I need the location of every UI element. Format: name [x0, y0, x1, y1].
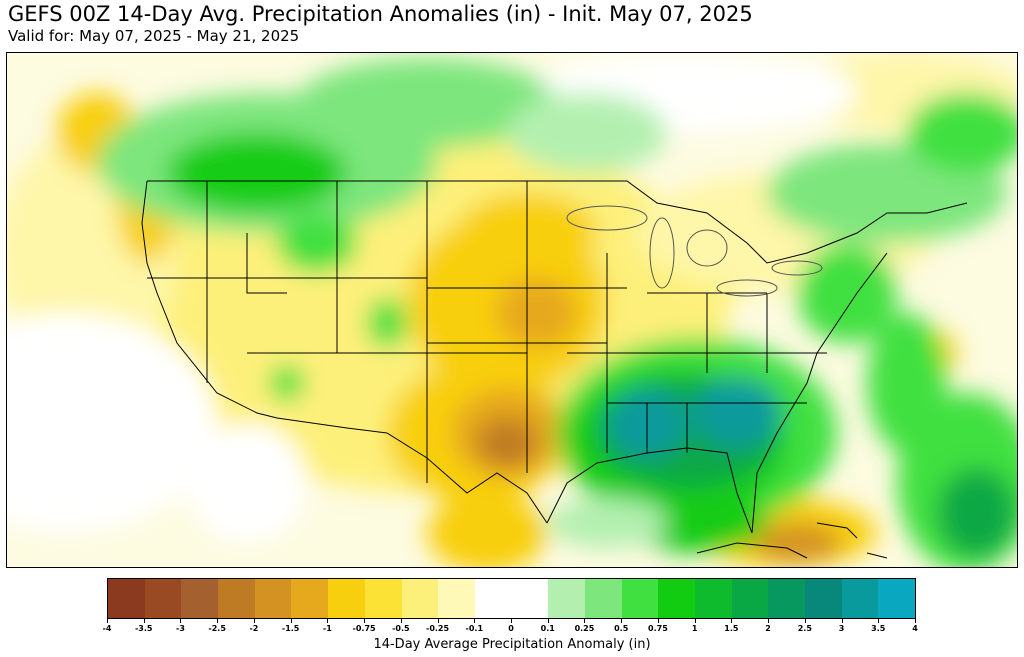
colorbar-tick-label: 0: [508, 624, 514, 633]
colorbar-tick-label: -2: [249, 624, 259, 633]
caribbean-islands: [696, 522, 888, 559]
colorbar-cell: [218, 579, 255, 618]
boundaries: [141, 180, 968, 534]
colorbar-tick: [878, 619, 880, 623]
colorbar-tick: [621, 619, 623, 623]
colorbar-tick: [768, 619, 770, 623]
colorbar-tick-label: 0.75: [648, 624, 668, 633]
colorbar-cell: [841, 579, 879, 618]
colorbar-tick: [143, 619, 145, 623]
colorbar-tick: [841, 619, 843, 623]
colorbar-cell: [695, 579, 732, 618]
colorbar-cell: [181, 579, 219, 618]
colorbar: [107, 578, 916, 619]
colorbar-cell: [291, 579, 329, 618]
colorbar-label: 14-Day Average Precipitation Anomaly (in…: [373, 637, 651, 652]
colorbar-tick: [584, 619, 586, 623]
colorbar-tick: [731, 619, 733, 623]
colorbar-tick: [694, 619, 696, 623]
anomaly-field: [7, 53, 1017, 567]
colorbar-tick: [400, 619, 402, 623]
colorbar-tick-label: -0.1: [465, 624, 484, 633]
colorbar-tick: [474, 619, 476, 623]
colorbar-tick: [327, 619, 329, 623]
great-lakes: [566, 205, 823, 297]
colorbar-tick-label: 2: [765, 624, 771, 633]
colorbar-cell: [328, 579, 365, 618]
colorbar-cell: [364, 579, 402, 618]
colorbar-tick-label: 0.25: [574, 624, 595, 633]
colorbar-cell: [511, 579, 549, 618]
colorbar-tick-label: -3.5: [134, 624, 153, 633]
colorbar-tick-label: 0.1: [540, 624, 555, 633]
colorbar-cell: [584, 579, 622, 618]
colorbar-tick: [657, 619, 659, 623]
colorbar-tick: [804, 619, 806, 623]
colorbar-tick-label: 0.5: [614, 624, 629, 633]
colorbar-cell: [878, 579, 916, 618]
colorbar-tick-label: 3: [838, 624, 845, 633]
colorbar-tick: [253, 619, 255, 623]
colorbar-tick-label: 4: [912, 624, 918, 633]
colorbar-ticks: -4 -3.5 -3 -2.5 -2 -1.5 -1 -0.75 -0.5 -0.25 -0.1 0 0…: [103, 619, 918, 639]
colorbar-tick-label: -0.75: [352, 624, 376, 633]
colorbar-tick: [180, 619, 182, 623]
colorbar-cell: [621, 579, 659, 618]
colorbar-cell: [254, 579, 292, 618]
map-canvas: [7, 53, 1017, 567]
anomaly-map: [6, 52, 1018, 568]
colorbar-tick-label: 3.5: [871, 624, 886, 633]
colorbar-tick-label: -1: [322, 624, 332, 633]
colorbar-cell: [731, 579, 769, 618]
colorbar-cell: [401, 579, 439, 618]
colorbar-tick-label: 1: [691, 624, 698, 633]
colorbar-tick: [217, 619, 219, 623]
colorbar-tick-label: -0.5: [392, 624, 410, 633]
colorbar-cell: [474, 579, 512, 618]
colorbar-tick-label: 2.5: [797, 624, 812, 633]
colorbar-tick-label: -0.25: [426, 624, 450, 633]
valid-period: Valid for: May 07, 2025 - May 21, 2025: [8, 27, 300, 45]
colorbar-tick: [107, 619, 108, 623]
colorbar-tick: [290, 619, 292, 623]
colorbar-cell: [658, 579, 695, 618]
colorbar-tick: [547, 619, 549, 623]
colorbar-tick: [437, 619, 439, 623]
colorbar-cell: [108, 579, 145, 618]
colorbar-cell: [768, 579, 806, 618]
colorbar-tick-label: -1.5: [281, 624, 300, 633]
colorbar-tick: [511, 619, 512, 623]
colorbar-tick: [364, 619, 366, 623]
colorbar-cell: [548, 579, 585, 618]
colorbar-tick: [915, 619, 916, 623]
colorbar-cell: [144, 579, 182, 618]
colorbar-cell: [805, 579, 842, 618]
colorbar-tick-label: -2.5: [208, 624, 226, 633]
colorbar-tick-label: -3: [176, 624, 185, 633]
colorbar-tick-label: 1.5: [724, 624, 739, 633]
colorbar-tick-label: -4: [102, 624, 112, 633]
chart-title: GEFS 00Z 14-Day Avg. Precipitation Anoma…: [8, 2, 753, 26]
colorbar-cell: [438, 579, 475, 618]
